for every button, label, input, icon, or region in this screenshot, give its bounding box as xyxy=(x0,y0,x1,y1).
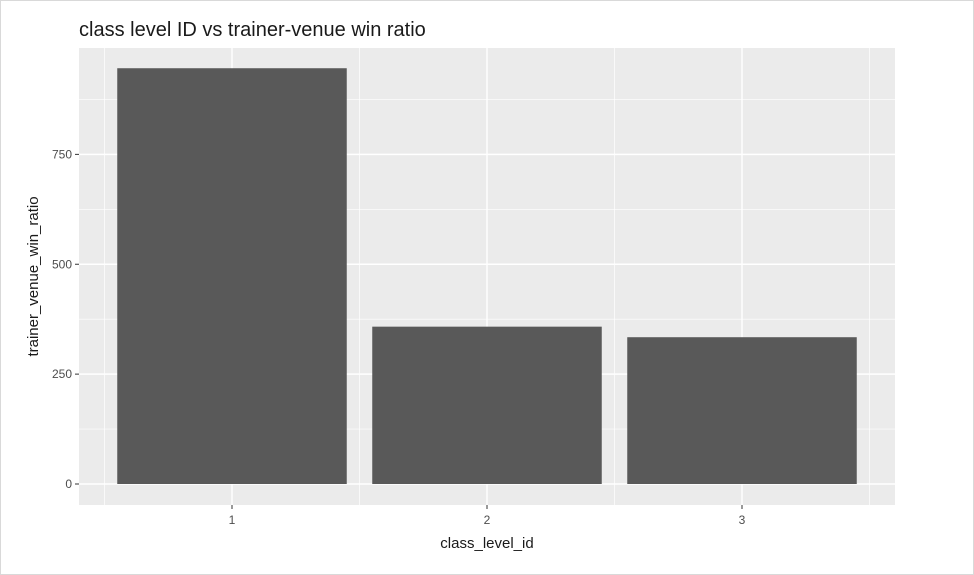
chart-title: class level ID vs trainer-venue win rati… xyxy=(79,19,426,41)
y-axis: 0 250 500 750 xyxy=(52,147,79,491)
x-axis: 1 2 3 xyxy=(229,505,746,527)
y-tick-label: 250 xyxy=(52,367,72,381)
x-axis-label: class_level_id xyxy=(440,535,533,552)
y-tick-label: 0 xyxy=(65,477,72,491)
x-tick-label: 3 xyxy=(739,513,746,527)
bar-1 xyxy=(117,68,347,484)
bars xyxy=(117,68,857,484)
y-tick-label: 750 xyxy=(52,147,72,161)
y-axis-label: trainer_venue_win_ratio xyxy=(25,196,42,356)
x-tick-label: 2 xyxy=(484,513,491,527)
x-tick-label: 1 xyxy=(229,513,236,527)
bar-3 xyxy=(627,337,857,484)
bar-2 xyxy=(372,326,602,484)
y-tick-label: 500 xyxy=(52,257,72,271)
